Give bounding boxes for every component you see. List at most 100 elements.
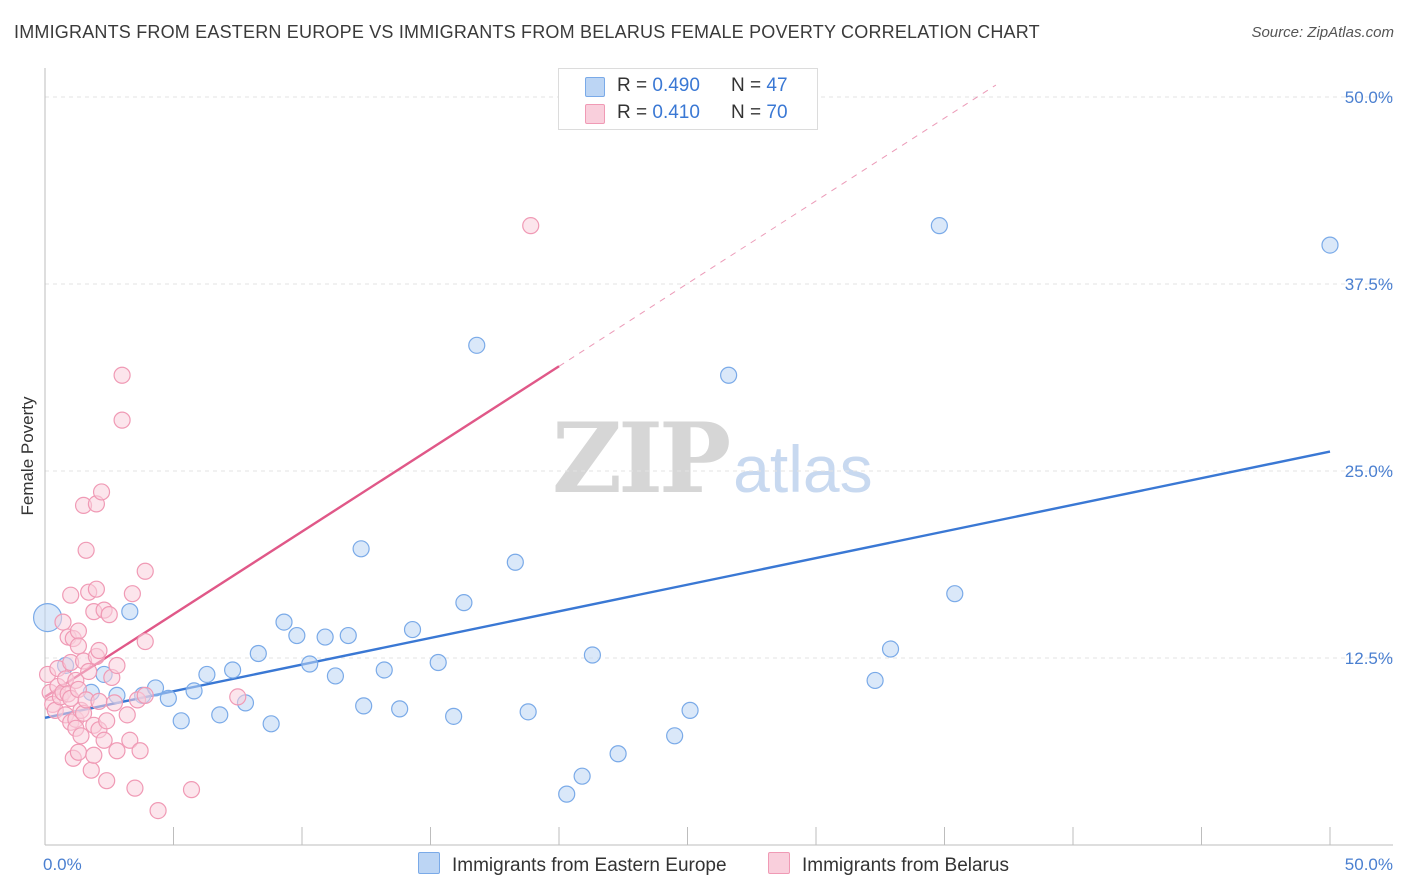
legend-row-eastern-europe: R = 0.490 N = 47 — [559, 73, 817, 99]
legend-r-label: R = — [617, 75, 653, 96]
trend-lines — [44, 84, 1331, 720]
point-eastern-europe — [455, 594, 473, 612]
point-belarus — [95, 731, 113, 749]
grid-lines — [45, 96, 1393, 659]
legend-n-value: 70 — [766, 102, 788, 123]
point-belarus — [123, 585, 141, 603]
y-tick-label: 25.0% — [1345, 462, 1393, 481]
point-belarus — [108, 742, 126, 760]
point-eastern-europe — [262, 715, 280, 733]
source-label: Source: ZipAtlas.com — [1251, 24, 1394, 41]
bottom-legend-label: Immigrants from Belarus — [802, 855, 1009, 876]
point-belarus — [87, 580, 106, 598]
point-belarus — [149, 801, 167, 820]
point-belarus — [90, 641, 108, 660]
point-eastern-europe — [403, 620, 422, 639]
legend-n-label: N = — [731, 102, 767, 123]
bottom-legend-eastern-europe: Immigrants from Eastern Europe — [418, 852, 727, 877]
point-eastern-europe — [681, 701, 699, 719]
bottom-legend-label: Immigrants from Eastern Europe — [452, 855, 727, 876]
trend-line-eastern-europe — [44, 450, 1331, 720]
point-eastern-europe — [316, 628, 334, 646]
point-eastern-europe — [301, 655, 319, 673]
correlation-legend: R = 0.490 N = 47 R = 0.410 N = 70 — [558, 68, 818, 130]
legend-n-label: N = — [731, 75, 767, 96]
point-eastern-europe — [211, 706, 229, 724]
point-belarus — [98, 772, 116, 790]
point-belarus — [82, 761, 100, 779]
point-eastern-europe — [429, 653, 447, 672]
point-belarus — [69, 743, 88, 761]
point-eastern-europe — [866, 671, 884, 690]
point-eastern-europe — [121, 603, 139, 621]
point-eastern-europe — [573, 767, 591, 785]
point-eastern-europe — [666, 727, 684, 745]
watermark-atlas: atlas — [733, 432, 873, 506]
point-belarus — [98, 712, 116, 730]
watermark: ZIPatlas — [552, 402, 873, 515]
point-belarus — [105, 694, 123, 712]
data-points — [32, 217, 1339, 820]
point-eastern-europe — [519, 703, 537, 721]
legend-r: R = 0.490 — [617, 75, 700, 97]
point-belarus — [118, 706, 136, 724]
point-eastern-europe — [185, 682, 203, 700]
point-eastern-europe — [355, 697, 373, 715]
legend-r: R = 0.410 — [617, 102, 700, 124]
point-eastern-europe — [609, 745, 627, 763]
point-eastern-europe — [391, 700, 409, 718]
point-eastern-europe — [224, 661, 242, 679]
point-eastern-europe — [445, 707, 463, 725]
trend-line-belarus — [44, 365, 560, 698]
legend-swatch-eastern-europe — [585, 77, 605, 97]
legend-r-value: 0.490 — [652, 75, 700, 96]
bottom-legend-swatch — [418, 852, 440, 874]
point-belarus — [113, 411, 131, 429]
point-belarus — [54, 613, 72, 631]
point-eastern-europe — [249, 644, 267, 663]
point-belarus — [113, 366, 131, 384]
axes — [44, 68, 1393, 846]
bottom-legend-belarus: Immigrants from Belarus — [768, 852, 1009, 877]
point-eastern-europe — [275, 613, 293, 631]
point-eastern-europe — [506, 553, 524, 571]
point-belarus — [72, 727, 90, 745]
point-belarus — [100, 606, 118, 624]
point-belarus — [522, 217, 540, 235]
legend-swatch-belarus — [585, 104, 605, 124]
point-eastern-europe — [930, 217, 948, 235]
point-eastern-europe — [468, 336, 486, 354]
y-tick-label: 50.0% — [1345, 88, 1393, 107]
point-eastern-europe — [339, 626, 357, 645]
x-tick-label: 0.0% — [43, 855, 82, 874]
legend-row-belarus: R = 0.410 N = 70 — [559, 100, 817, 126]
point-eastern-europe — [288, 626, 306, 645]
legend-r-value: 0.410 — [652, 102, 700, 123]
bottom-legend-swatch — [768, 852, 790, 874]
point-eastern-europe — [352, 540, 370, 558]
chart-title: IMMIGRANTS FROM EASTERN EUROPE VS IMMIGR… — [14, 22, 1040, 42]
point-belarus — [121, 731, 139, 749]
legend-r-label: R = — [617, 102, 653, 123]
legend-n: N = 47 — [731, 75, 788, 97]
point-belarus — [62, 586, 80, 604]
point-belarus — [92, 483, 111, 501]
trend-line-extension — [558, 84, 997, 367]
point-eastern-europe — [172, 712, 190, 730]
point-eastern-europe — [946, 585, 964, 603]
point-eastern-europe — [159, 689, 177, 707]
point-belarus — [136, 632, 154, 651]
point-eastern-europe — [375, 661, 393, 679]
legend-n-value: 47 — [766, 75, 788, 96]
x-tick-label: 50.0% — [1345, 855, 1393, 874]
y-tick-label: 12.5% — [1345, 649, 1393, 668]
point-belarus — [229, 688, 247, 706]
point-eastern-europe — [558, 785, 576, 803]
point-belarus — [136, 562, 154, 580]
point-eastern-europe — [198, 665, 216, 684]
point-belarus — [108, 656, 126, 675]
tick-labels: 12.5% 25.0% 37.5% 50.0% 0.0% 50.0% — [43, 88, 1393, 874]
point-belarus — [131, 742, 149, 760]
point-belarus — [182, 781, 201, 799]
